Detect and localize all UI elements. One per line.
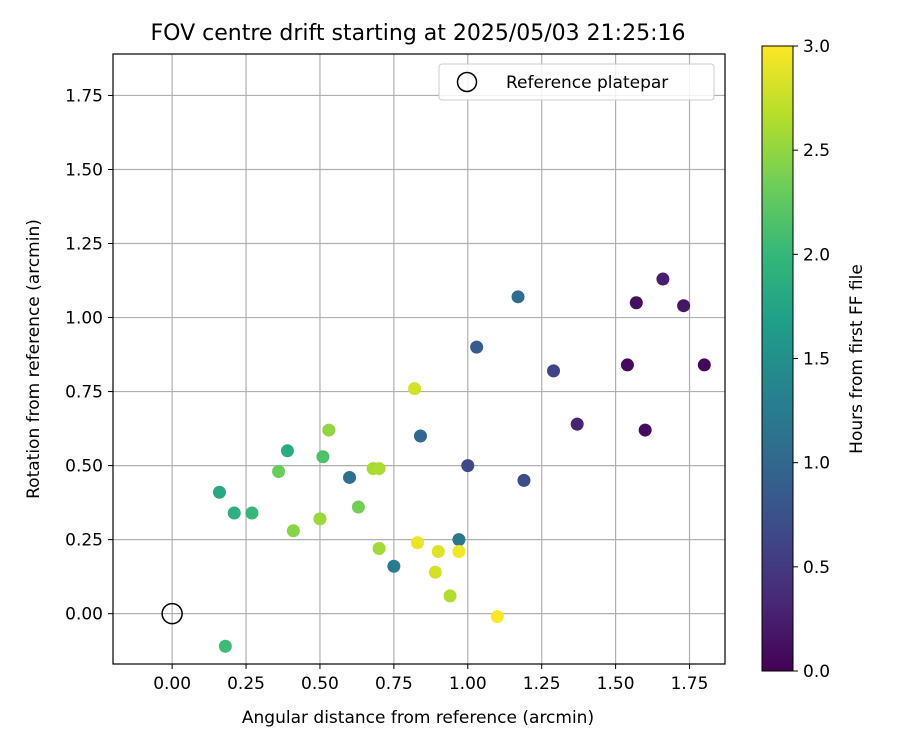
chart-title: FOV centre drift starting at 2025/05/03 …: [151, 21, 686, 46]
y-tick-label: 1.50: [65, 160, 103, 180]
scatter-point: [413, 429, 427, 443]
scatter-point: [517, 473, 531, 487]
colorbar-tick-label: 1.0: [803, 454, 830, 474]
scatter-point: [322, 423, 336, 437]
y-tick-label: 0.25: [65, 531, 103, 551]
x-tick-label: 0.75: [375, 674, 413, 694]
scatter-point: [470, 340, 484, 354]
legend-box: [438, 63, 715, 101]
scatter-point: [677, 299, 691, 313]
colorbar-gradient: [762, 46, 793, 671]
x-tick-label: 1.50: [597, 674, 635, 694]
y-axis-label: Rotation from reference (arcmin): [24, 219, 44, 499]
legend-label: Reference platepar: [506, 73, 668, 93]
scatter-point: [408, 382, 422, 396]
scatter-point: [411, 536, 425, 550]
y-tick-label: 1.00: [65, 309, 103, 329]
scatter-point: [245, 506, 259, 520]
scatter-point: [316, 450, 330, 464]
scatter-point: [629, 296, 643, 310]
x-axis-label: Angular distance from reference (arcmin): [242, 708, 594, 728]
scatter-point: [547, 364, 561, 378]
colorbar-tick-label: 3.0: [803, 37, 830, 57]
scatter-point: [227, 506, 241, 520]
scatter-point: [490, 610, 504, 624]
colorbar-tick-label: 0.5: [803, 558, 830, 578]
y-tick-label: 0.00: [65, 605, 103, 625]
x-tick-label: 1.25: [523, 674, 561, 694]
x-tick-label: 1.00: [449, 674, 487, 694]
plot-frame: [112, 53, 726, 665]
scatter-point: [697, 358, 711, 372]
scatter-point: [272, 465, 286, 479]
scatter-point: [372, 462, 386, 476]
x-tick-label: 0.25: [227, 674, 265, 694]
colorbar-label: Hours from first FF file: [847, 264, 867, 454]
colorbar: 0.0 0.5 1.0 1.5 2.0 2.5 3.0 Hours from first F…: [761, 37, 867, 682]
y-tick-label: 0.50: [65, 457, 103, 477]
x-tick-label: 1.75: [671, 674, 709, 694]
colorbar-tick-label: 1.5: [803, 350, 830, 370]
scatter-point: [452, 544, 466, 558]
colorbar-tick-label: 2.5: [803, 141, 830, 161]
reference-point: [161, 602, 183, 625]
scatter-point: [443, 589, 457, 603]
grid: [113, 54, 725, 664]
legend-reference-marker: [456, 71, 478, 93]
colorbar-tick-label: 0.0: [803, 662, 830, 682]
scatter-point: [218, 639, 232, 653]
scatter-point: [461, 459, 475, 473]
scatter-point: [313, 512, 327, 526]
scatter-point: [372, 542, 386, 556]
scatter-point: [428, 565, 442, 579]
scatter-point: [638, 423, 652, 437]
scatter-point: [286, 524, 300, 538]
reference-marker: [161, 602, 183, 625]
scatter-point: [570, 417, 584, 431]
y-tick-label: 0.75: [65, 383, 103, 403]
scatter-point: [387, 559, 401, 573]
colorbar-ticks: 0.0 0.5 1.0 1.5 2.0 2.5 3.0: [793, 37, 830, 682]
colorbar-tick-label: 2.0: [803, 245, 830, 265]
scatter-point: [280, 444, 294, 458]
scatter-point: [212, 485, 226, 499]
scatter-point: [511, 290, 525, 304]
y-tick-label: 1.25: [65, 235, 103, 255]
legend: Reference platepar: [438, 63, 715, 101]
x-tick-label: 0.00: [153, 674, 191, 694]
y-tick-label: 1.75: [65, 86, 103, 106]
scatter-point: [351, 500, 365, 514]
y-axis-ticks: 0.00 0.25 0.50 0.75 1.00 1.25 1.50 1.75: [65, 86, 113, 625]
x-tick-label: 0.50: [301, 674, 339, 694]
scatter-point: [452, 533, 466, 547]
scatter-point: [620, 358, 634, 372]
scatter-point: [343, 470, 357, 484]
scatter-points: [212, 272, 711, 653]
scatter-point: [431, 544, 445, 558]
scatter-point: [656, 272, 670, 286]
x-axis-ticks: 0.00 0.25 0.50 0.75 1.00 1.25 1.50 1.75: [153, 664, 708, 694]
